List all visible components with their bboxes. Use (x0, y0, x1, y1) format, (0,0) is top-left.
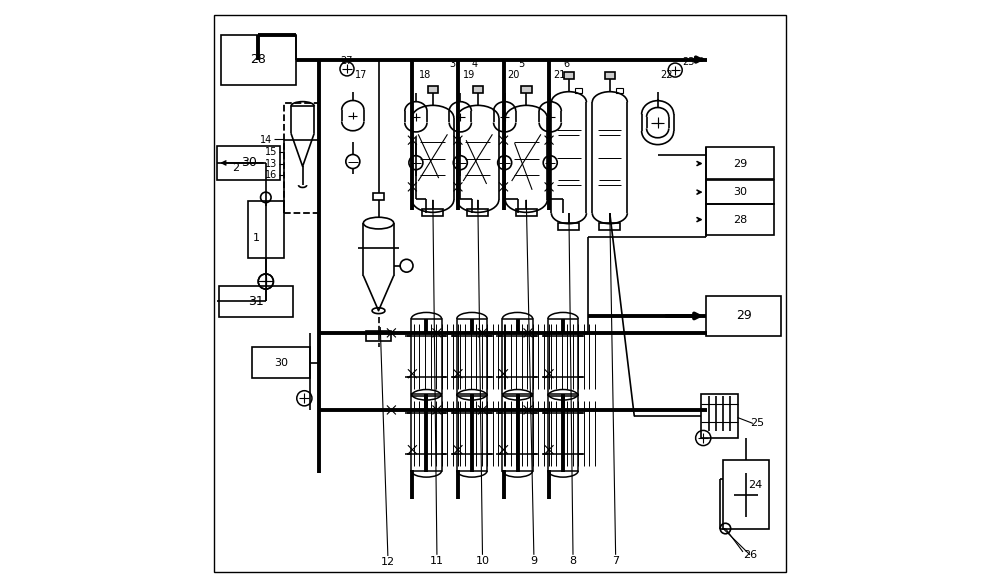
Text: 2: 2 (232, 163, 240, 173)
Text: 15: 15 (265, 147, 277, 157)
Text: 25: 25 (750, 418, 764, 429)
Text: 30: 30 (733, 187, 747, 197)
Text: 18: 18 (419, 69, 431, 80)
Text: 13: 13 (265, 158, 277, 169)
Bar (706, 296, 781, 336)
Text: 20: 20 (507, 69, 520, 80)
Bar (706, 147, 774, 179)
Bar (605, 72, 615, 79)
Bar (502, 319, 533, 394)
Bar (248, 201, 284, 258)
Bar (219, 286, 293, 317)
Bar (284, 103, 319, 213)
Bar (221, 35, 296, 85)
Bar (706, 180, 774, 204)
Bar (548, 396, 578, 471)
Text: 10: 10 (475, 555, 489, 566)
Text: 27: 27 (340, 56, 353, 67)
Bar (558, 223, 579, 230)
Bar (564, 72, 574, 79)
Bar (599, 223, 620, 230)
Text: 11: 11 (430, 555, 444, 566)
Text: 31: 31 (248, 295, 264, 308)
Text: 14: 14 (260, 135, 273, 145)
Bar (473, 86, 483, 92)
Text: 4: 4 (471, 59, 477, 69)
Bar (616, 88, 623, 93)
Text: 7: 7 (612, 555, 619, 566)
Text: 30: 30 (274, 357, 288, 368)
Bar (521, 86, 532, 92)
Bar (575, 88, 582, 93)
Text: 23: 23 (682, 57, 694, 68)
Text: 24: 24 (748, 479, 762, 490)
Bar (366, 331, 391, 341)
Bar (723, 460, 769, 529)
Text: 21: 21 (553, 69, 565, 80)
Text: 6: 6 (564, 59, 570, 69)
Bar (411, 319, 442, 394)
Text: 26: 26 (743, 550, 757, 560)
Bar (373, 193, 384, 200)
Bar (457, 319, 487, 394)
Bar (701, 394, 738, 438)
Text: 5: 5 (518, 59, 525, 69)
Text: 1: 1 (252, 233, 259, 244)
Bar (548, 319, 578, 394)
Bar (252, 347, 310, 378)
Bar (516, 209, 537, 216)
Bar (467, 209, 488, 216)
Text: 28: 28 (733, 214, 747, 225)
Bar (422, 209, 443, 216)
Text: 22: 22 (660, 69, 673, 80)
Text: 19: 19 (463, 69, 475, 80)
Text: 16: 16 (265, 170, 277, 180)
Text: 30: 30 (241, 157, 257, 169)
Text: 28: 28 (250, 53, 266, 66)
Bar (457, 396, 487, 471)
Text: 9: 9 (530, 555, 537, 566)
Text: 12: 12 (381, 557, 395, 567)
Text: 3: 3 (449, 59, 455, 69)
Text: 29: 29 (733, 158, 747, 169)
Bar (502, 396, 533, 471)
Bar (706, 204, 774, 235)
Bar (411, 396, 442, 471)
Bar (217, 146, 280, 180)
Text: 29: 29 (736, 310, 751, 322)
Bar (428, 86, 438, 92)
Text: 17: 17 (355, 69, 368, 80)
Text: 8: 8 (569, 555, 577, 566)
